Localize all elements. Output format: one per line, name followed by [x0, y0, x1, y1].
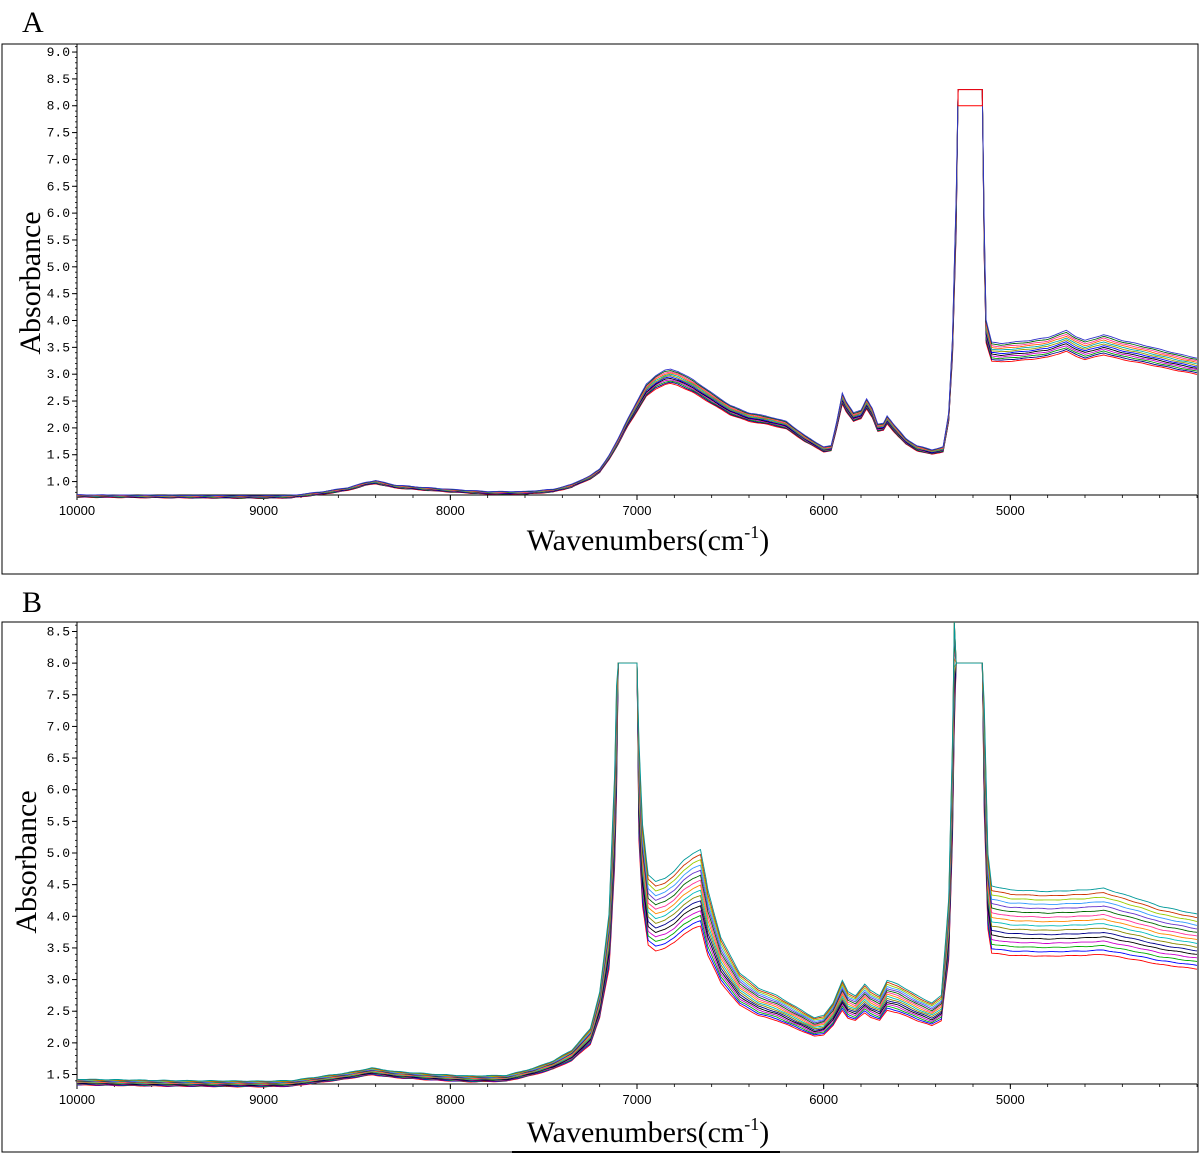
- y-tick-label: 9.0: [47, 45, 70, 60]
- panel-a-frame: [1, 43, 1199, 575]
- spectrum-line: [76, 662, 1198, 1087]
- y-tick-label: 2.5: [47, 394, 70, 409]
- spectrum-line: [76, 641, 1198, 1084]
- x-tick-label: 7000: [623, 1092, 652, 1107]
- x-tick-label: 9000: [249, 503, 278, 518]
- y-tick-label: 5.0: [47, 846, 70, 861]
- y-tick-label: 8.0: [47, 99, 70, 114]
- spectrum-line: [76, 89, 1198, 500]
- panel-b-series: [76, 621, 1198, 1088]
- y-tick-label: 6.0: [47, 206, 70, 221]
- y-tick-label: 5.5: [47, 814, 70, 829]
- panel-b: B Absorbance Wavenumbers(cm-1) 1.5 2.0 2.5…: [1, 586, 1199, 1153]
- spectrum-line: [76, 89, 1198, 499]
- x-tick-label: 10000: [59, 503, 95, 518]
- panel-b-y-axis-title: Absorbance: [10, 790, 43, 933]
- spectrum-line: [76, 662, 1198, 1086]
- x-tick-label: 6000: [809, 1092, 838, 1107]
- y-tick-label: 5.5: [47, 233, 70, 248]
- y-tick-label: 6.0: [47, 783, 70, 798]
- y-tick-label: 3.0: [47, 367, 70, 382]
- panel-a-axes: 1.0 1.5 2.0 2.5 3.0 3.5 4.0 4.5 5.0 5.5 6.0 6.5 7.0 7…: [47, 44, 1198, 518]
- y-tick-label: 4.5: [47, 287, 70, 302]
- panel-b-x-axis-title-close: ): [759, 1116, 769, 1149]
- x-tick-label: 5000: [996, 1092, 1025, 1107]
- panel-b-x-axis-title-main: Wavenumbers(cm: [527, 1116, 745, 1149]
- y-tick-label: 2.5: [47, 1004, 70, 1019]
- y-tick-label: 7.0: [47, 719, 70, 734]
- spectrum-line: [77, 89, 1198, 498]
- panel-b-x-axis-title-sup: -1: [744, 1114, 759, 1134]
- x-tick-label: 9000: [249, 1092, 278, 1107]
- panel-a-label: A: [22, 6, 44, 39]
- panel-b-frame: [1, 621, 1199, 1153]
- y-tick-label: 8.5: [47, 72, 70, 87]
- panel-a-x-axis-title-close: ): [759, 524, 769, 557]
- spectrum-line: [77, 662, 1198, 1086]
- y-tick-label: 7.5: [47, 126, 70, 141]
- spectrum-line: [76, 89, 1198, 499]
- spectrum-line: [76, 662, 1198, 1086]
- x-tick-label: 6000: [809, 503, 838, 518]
- spectrum-line: [76, 649, 1198, 1085]
- spectrum-line: [76, 89, 1198, 497]
- y-tick-label: 8.0: [47, 656, 70, 671]
- y-tick-label: 3.5: [47, 340, 70, 355]
- y-tick-label: 5.0: [47, 260, 70, 275]
- spectrum-line: [77, 662, 1198, 1088]
- spectrum-line: [76, 89, 1198, 498]
- x-tick-label: 5000: [996, 503, 1025, 518]
- y-tick-label: 4.5: [47, 878, 70, 893]
- panel-a-x-axis-title: Wavenumbers(cm-1): [527, 522, 770, 557]
- spectrum-line: [77, 89, 1198, 498]
- y-tick-label: 1.5: [47, 448, 70, 463]
- y-tick-label: 4.0: [47, 314, 70, 329]
- y-tick-label: 6.5: [47, 751, 70, 766]
- y-tick-label: 7.5: [47, 688, 70, 703]
- y-tick-label: 4.0: [47, 909, 70, 924]
- spectrum-line: [76, 621, 1198, 1082]
- panel-b-label: B: [22, 586, 42, 619]
- panel-a-series: [76, 89, 1198, 500]
- x-tick-label: 8000: [436, 503, 465, 518]
- spectrum-line: [77, 89, 1198, 499]
- x-tick-label: 8000: [436, 1092, 465, 1107]
- panel-a-y-axis-title: Absorbance: [14, 211, 47, 354]
- y-tick-label: 1.5: [47, 1068, 70, 1083]
- spectrum-line: [77, 89, 1198, 497]
- spectrum-line: [76, 662, 1198, 1087]
- saturation-cap: [957, 89, 983, 107]
- spectrum-line: [77, 662, 1198, 1085]
- spectrum-line: [76, 89, 1198, 499]
- y-tick-label: 8.5: [47, 624, 70, 639]
- y-tick-label: 2.0: [47, 1036, 70, 1051]
- panel-a: A Absorbance Wavenumbers(cm-1) 1.0 1.5 2.0…: [1, 6, 1199, 575]
- x-tick-label: 7000: [623, 503, 652, 518]
- spectrum-line: [76, 658, 1198, 1085]
- y-tick-label: 1.0: [47, 475, 70, 490]
- spectrum-line: [76, 89, 1198, 497]
- y-tick-label: 6.5: [47, 179, 70, 194]
- y-tick-label: 3.0: [47, 973, 70, 988]
- y-tick-label: 7.0: [47, 152, 70, 167]
- spectrum-line: [77, 89, 1198, 498]
- y-tick-label: 2.0: [47, 421, 70, 436]
- spectrum-line: [77, 662, 1198, 1088]
- panel-a-x-axis-title-sup: -1: [744, 522, 759, 542]
- panel-b-axes: 1.5 2.0 2.5 3.0 3.5 4.0 4.5 5.0 5.5 6.0 6.5 7.0 7.5 8…: [47, 622, 1198, 1107]
- x-tick-label: 10000: [59, 1092, 95, 1107]
- panel-a-x-axis-title-main: Wavenumbers(cm: [527, 524, 745, 557]
- panel-b-x-axis-title: Wavenumbers(cm-1): [527, 1114, 770, 1149]
- y-tick-label: 3.5: [47, 941, 70, 956]
